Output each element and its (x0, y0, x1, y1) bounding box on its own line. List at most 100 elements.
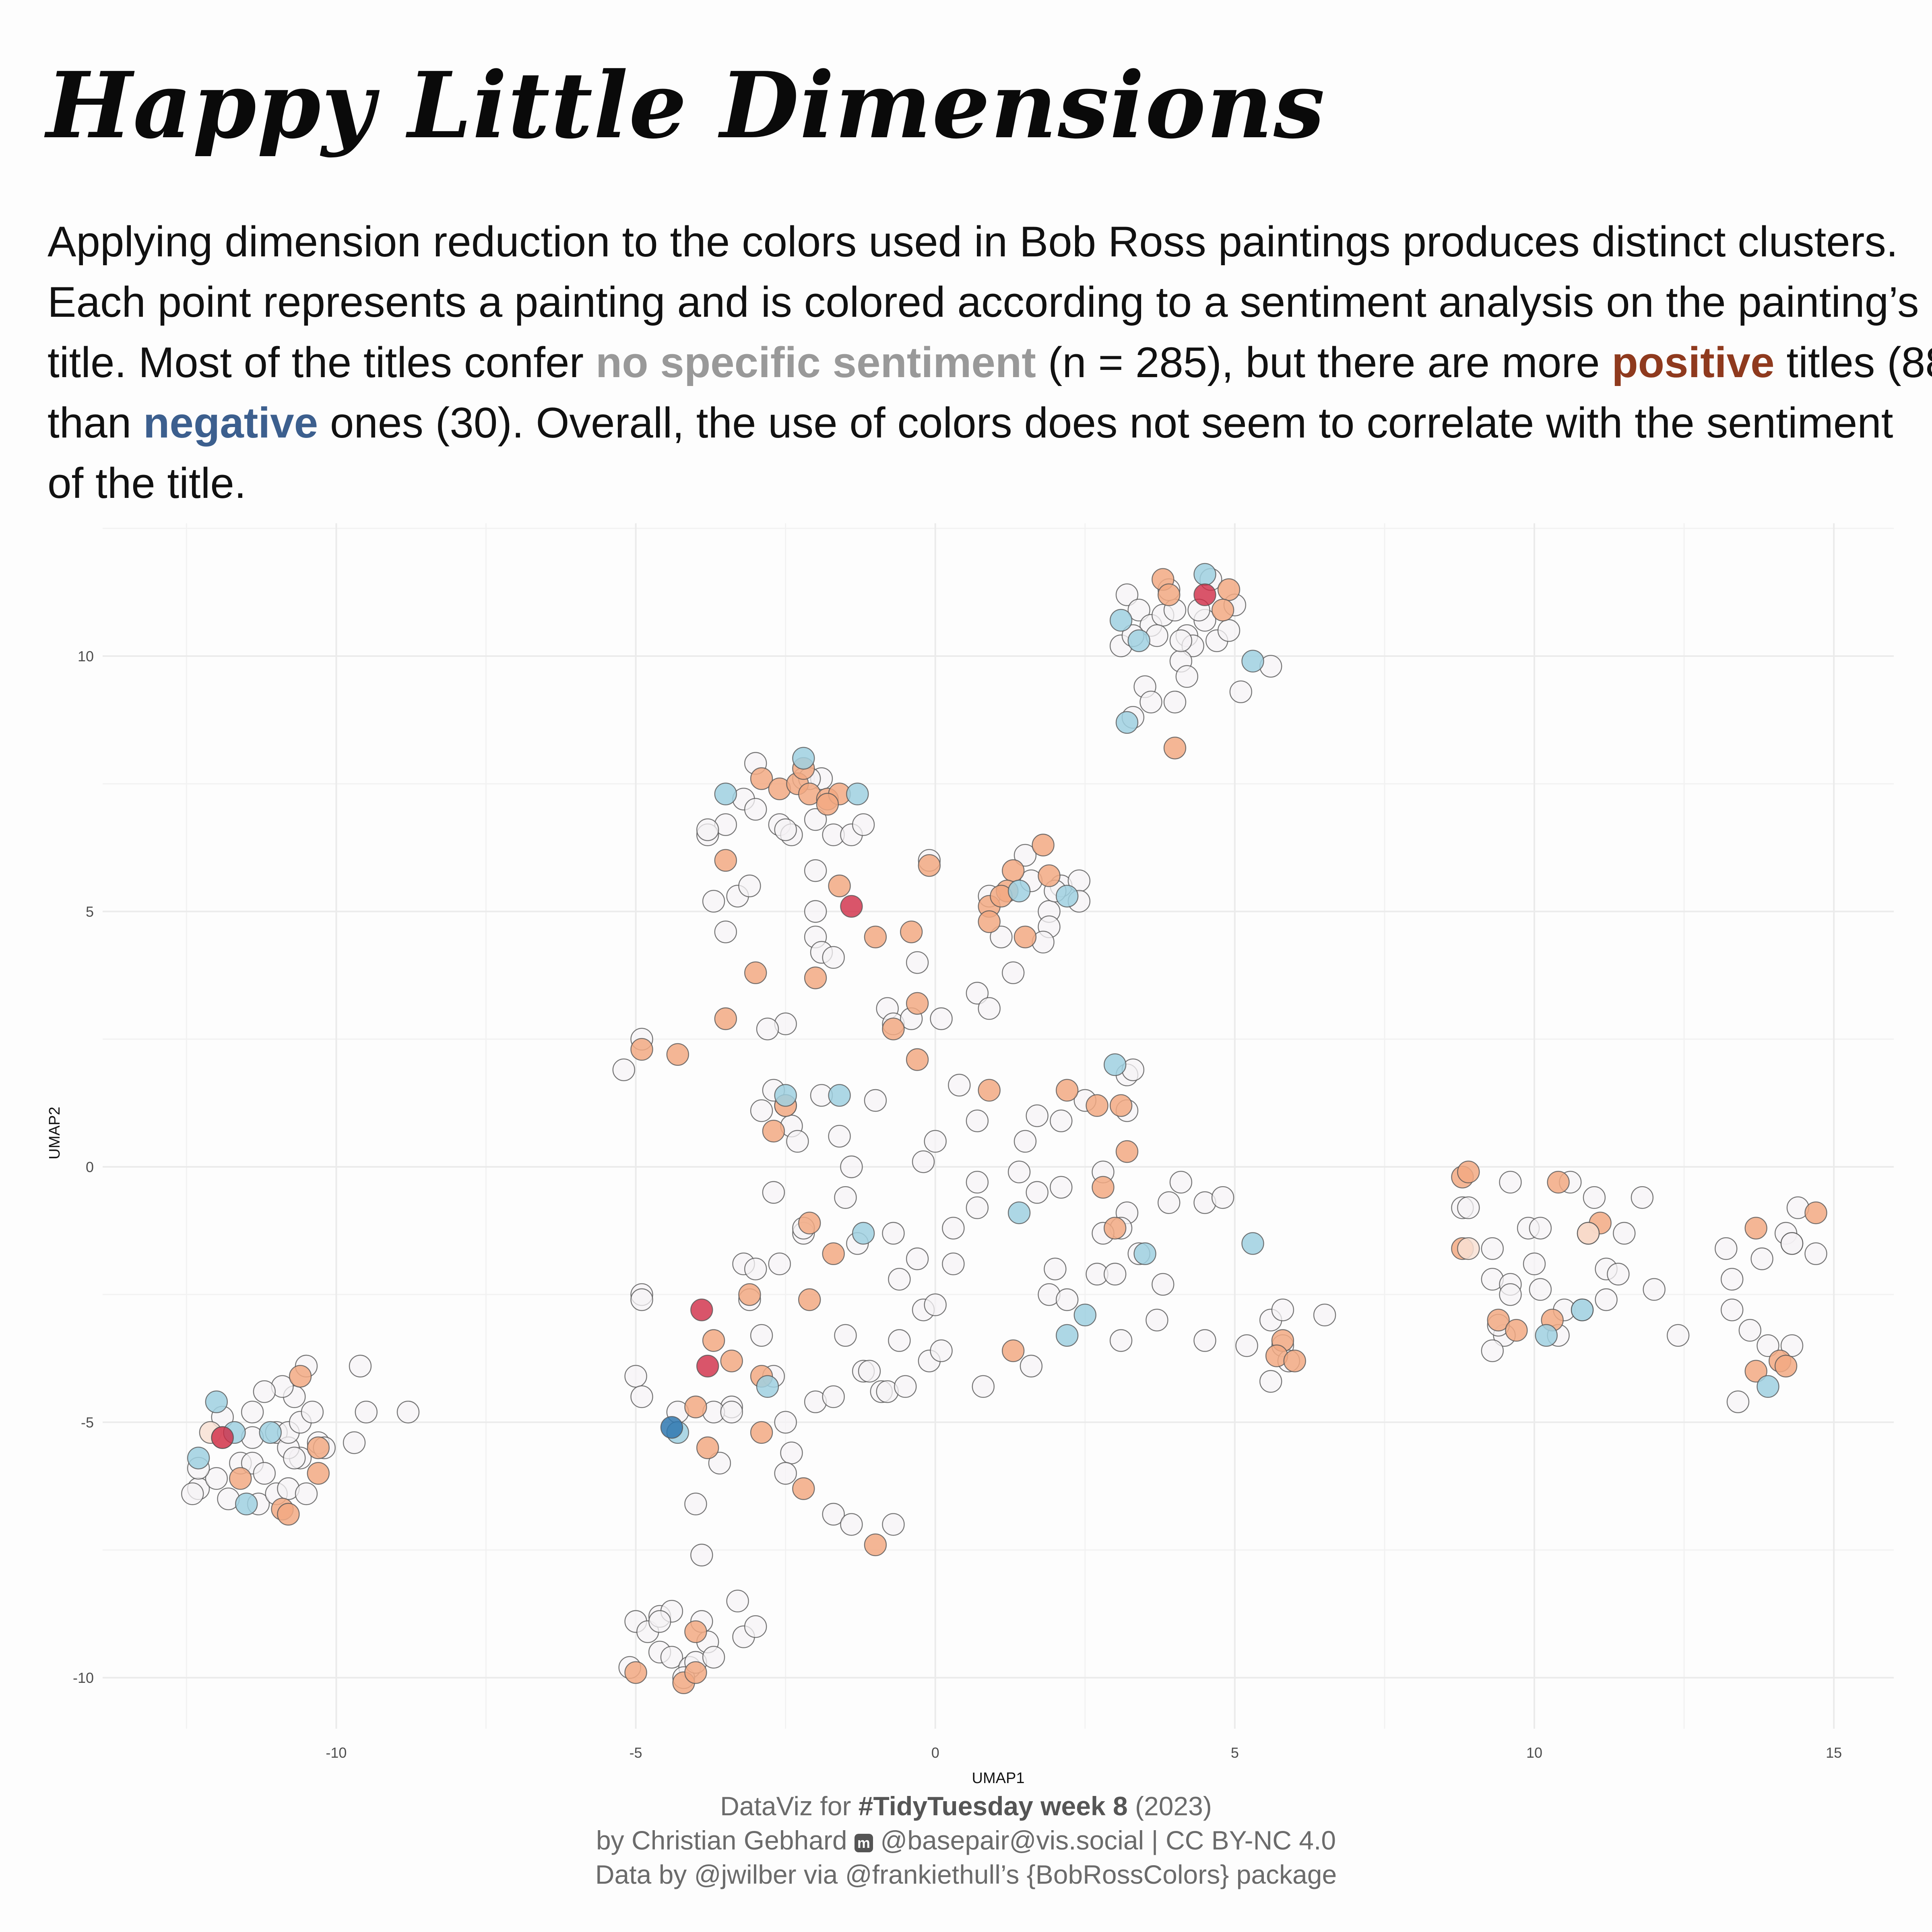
negative-point (852, 1222, 875, 1245)
neutral-point (822, 946, 845, 969)
positive-point (1055, 1079, 1079, 1102)
neutral-point (1667, 1324, 1690, 1347)
neutral-point (1804, 1242, 1827, 1265)
neutral-point (696, 818, 719, 841)
positive-point (900, 921, 923, 943)
neutral-point (702, 890, 725, 913)
positive-point (906, 1048, 929, 1071)
data-points (181, 563, 1827, 1694)
neutral-point (726, 1589, 749, 1612)
positive-point (750, 1421, 773, 1444)
negative-point (187, 1447, 210, 1470)
neutral-point (1607, 1263, 1630, 1286)
neutral-point (1127, 599, 1150, 621)
neutral-point (894, 1375, 917, 1398)
neutral-point (1499, 1283, 1522, 1306)
caption: DataViz for #TidyTuesday week 8 (2023) b… (0, 1789, 1932, 1892)
positive-point (684, 1620, 707, 1643)
x-tick-label: 15 (1826, 1744, 1842, 1761)
positive-sentiment-label: positive (1612, 338, 1775, 386)
neutral-point (990, 925, 1013, 949)
negative-point (846, 782, 869, 805)
positive-point (289, 1365, 312, 1388)
negative-point (1115, 711, 1139, 734)
positive-point (1505, 1319, 1528, 1342)
positive-point (792, 1477, 815, 1500)
positive-point (978, 910, 1001, 933)
subtitle-line-4: than negative ones (30). Overall, the us… (47, 392, 1893, 453)
positive-point (307, 1436, 330, 1459)
positive-point (1547, 1170, 1570, 1194)
neutral-point (804, 808, 827, 831)
negative-point (774, 1084, 797, 1107)
neutral-point (774, 1411, 797, 1434)
neutral-point (774, 818, 797, 841)
neutral-point (1726, 1390, 1750, 1414)
negative-point (792, 747, 815, 770)
x-tick-label: -5 (630, 1744, 642, 1761)
neutral-point (253, 1380, 276, 1403)
neutral-point (624, 1365, 647, 1388)
positive-point (702, 1329, 725, 1352)
positive-point (1163, 737, 1187, 760)
neutral-sentiment-label: no specific sentiment (595, 338, 1036, 386)
positive-point (1086, 1094, 1108, 1117)
neutral-point (1643, 1278, 1666, 1301)
very-positive-point (1457, 1237, 1480, 1260)
neutral-point (355, 1400, 378, 1424)
negative-point (259, 1421, 282, 1444)
very-negative-point (211, 1426, 234, 1449)
neutral-point (684, 1492, 707, 1515)
positive-point (738, 1283, 761, 1306)
neutral-point (1715, 1237, 1738, 1260)
neutral-point (1109, 1329, 1133, 1352)
x-tick-label: 5 (1231, 1744, 1239, 1761)
neutral-point (948, 1073, 971, 1097)
neutral-point (780, 1441, 803, 1464)
x-axis-label: UMAP1 (972, 1770, 1025, 1787)
negative-point (1571, 1298, 1594, 1321)
positive-point (684, 1661, 707, 1684)
caption-text: (2023) (1127, 1791, 1212, 1821)
subtitle-text: titles (88) (1786, 338, 1932, 386)
chart-subtitle: Applying dimension reduction to the colo… (47, 211, 1932, 513)
positive-point (696, 1436, 719, 1459)
neutral-point (1750, 1247, 1773, 1270)
neutral-point (1146, 1309, 1168, 1331)
positive-point (1013, 925, 1037, 949)
subtitle-text: title. Most of the titles confer (47, 338, 596, 386)
neutral-point (882, 1222, 905, 1245)
very-negative-point (840, 895, 863, 918)
neutral-point (768, 1252, 791, 1276)
neutral-point (1529, 1217, 1552, 1240)
neutral-point (1139, 690, 1162, 714)
positive-point (864, 1533, 887, 1556)
negative-point (235, 1492, 258, 1515)
neutral-point (1169, 1170, 1193, 1194)
chart-title: Happy Little Dimensions (46, 52, 1326, 159)
y-tick-label: 5 (86, 903, 94, 920)
neutral-point (774, 1462, 797, 1485)
positive-point (816, 793, 839, 816)
neutral-point (1313, 1303, 1336, 1327)
negative-point (1193, 563, 1216, 586)
strong-negative-point (660, 1416, 683, 1439)
negative-point (205, 1390, 228, 1414)
neutral-point (690, 1544, 713, 1567)
positive-point (1804, 1201, 1827, 1224)
positive-point (750, 767, 773, 790)
neutral-point (1020, 1354, 1043, 1378)
neutral-point (882, 1513, 905, 1536)
negative-point (1133, 1242, 1156, 1265)
neutral-point (744, 798, 767, 821)
positive-point (1283, 1350, 1306, 1373)
neutral-point (744, 1257, 767, 1281)
neutral-point (1631, 1186, 1654, 1209)
subtitle-text: (n = 285), but there are more (1036, 338, 1612, 386)
neutral-point (1499, 1170, 1522, 1194)
positive-point (1774, 1354, 1798, 1378)
positive-point (882, 1018, 905, 1040)
negative-point (1757, 1375, 1779, 1398)
neutral-point (966, 1170, 989, 1194)
neutral-point (720, 1400, 743, 1424)
